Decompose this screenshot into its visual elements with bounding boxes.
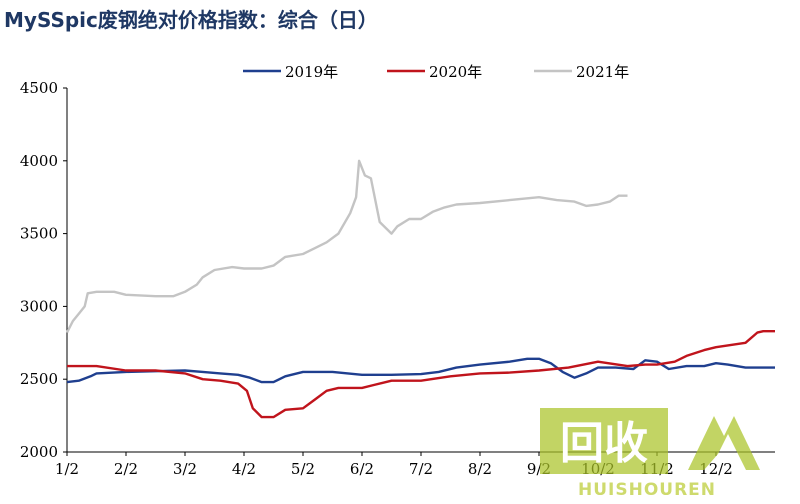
y-tick-label: 3000 [20, 297, 58, 315]
watermark-glyphs: 回收 [560, 418, 648, 469]
watermark-logo: 回收 HUISHOUREN [538, 404, 800, 500]
axes [63, 87, 775, 456]
legend-label-2: 2020年 [429, 63, 482, 81]
chart-title: MySSpic废钢绝对价格指数：综合（日） [4, 8, 378, 32]
x-tick-label: 4/2 [232, 460, 256, 478]
series-line-2 [67, 330, 775, 419]
x-tick-label: 5/2 [291, 460, 315, 478]
y-tick-label: 4000 [20, 152, 58, 170]
x-tick-label: 3/2 [173, 460, 197, 478]
x-tick-label: 8/2 [468, 460, 492, 478]
y-tick-label: 3500 [20, 225, 58, 243]
y-tick-label: 2500 [20, 370, 58, 388]
legend-label-1: 2019年 [285, 63, 338, 81]
y-tick-label: 2000 [20, 443, 58, 461]
y-axis-labels: 2000 2500 3000 3500 4000 4500 [20, 79, 58, 461]
x-tick-label: 1/2 [55, 460, 79, 478]
series-line-3 [65, 159, 628, 334]
watermark-badge [540, 408, 668, 474]
series-lines [65, 159, 775, 419]
x-tick-label: 7/2 [409, 460, 433, 478]
watermark-person-icon [688, 416, 760, 470]
legend: 2019年 2020年 2021年 [243, 63, 629, 81]
x-tick-label: 6/2 [350, 460, 374, 478]
y-tick-label: 4500 [20, 79, 58, 97]
watermark-text: HUISHOUREN [578, 480, 717, 500]
x-tick-label: 2/2 [114, 460, 138, 478]
legend-label-3: 2021年 [576, 63, 629, 81]
